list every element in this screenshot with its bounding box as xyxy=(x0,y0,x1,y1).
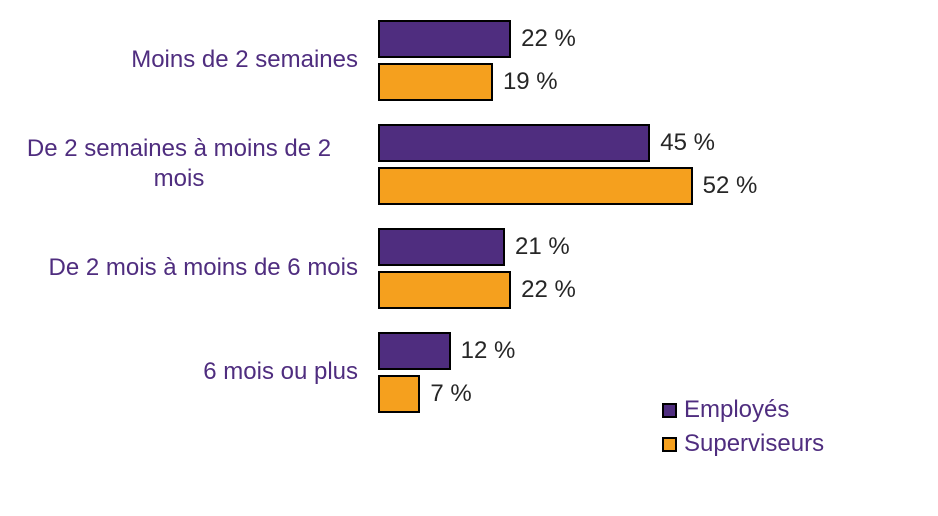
legend-item-superviseurs: Superviseurs xyxy=(662,430,824,458)
bar-employes xyxy=(378,227,506,266)
category-label: Moins de 2 semaines xyxy=(0,45,378,75)
bar-row-superviseurs: 19 % xyxy=(378,62,938,101)
chart-plot-area: Moins de 2 semaines 22 % 19 % De 2 semaines… xyxy=(0,8,938,424)
bar-superviseurs xyxy=(378,374,421,413)
chart-group: Moins de 2 semaines 22 % 19 % xyxy=(0,8,938,112)
category-label: De 2 semaines à moins de 2 mois xyxy=(0,134,378,194)
value-label: 19 % xyxy=(502,67,558,95)
bar-group: 45 % 52 % xyxy=(378,123,938,205)
bar-row-superviseurs: 52 % xyxy=(378,166,938,205)
legend-label: Superviseurs xyxy=(684,430,825,457)
bar-group: 22 % 19 % xyxy=(378,19,938,101)
chart-group: 6 mois ou plus 12 % 7 % xyxy=(0,320,938,424)
bar-row-employes: 12 % xyxy=(378,331,938,370)
bar-employes xyxy=(378,123,651,162)
bar-employes xyxy=(378,331,451,370)
bar-superviseurs xyxy=(378,270,512,309)
legend-swatch-employes xyxy=(662,402,677,418)
bar-row-employes: 21 % xyxy=(378,227,938,266)
bar-row-superviseurs: 7 % xyxy=(378,374,938,413)
chart-group: De 2 semaines à moins de 2 mois 45 % 52 % xyxy=(0,112,938,216)
value-label: 12 % xyxy=(460,336,516,364)
legend-label: Employés xyxy=(684,396,790,423)
category-label: 6 mois ou plus xyxy=(0,357,378,387)
bar-superviseurs xyxy=(378,166,693,205)
bar-row-superviseurs: 22 % xyxy=(378,270,938,309)
category-label-text: 6 mois ou plus xyxy=(203,358,358,385)
legend-item-employes: Employés xyxy=(662,396,824,424)
value-label: 7 % xyxy=(430,379,472,407)
legend: Employés Superviseurs xyxy=(662,396,824,458)
category-label-text: Moins de 2 semaines xyxy=(131,46,358,73)
bar-group: 12 % 7 % xyxy=(378,331,938,413)
value-label: 45 % xyxy=(660,128,715,156)
category-label-text: De 2 mois à moins de 6 mois xyxy=(48,254,358,281)
value-label: 22 % xyxy=(521,24,576,52)
bar-row-employes: 45 % xyxy=(378,123,938,162)
value-label: 21 % xyxy=(515,232,570,260)
value-label: 22 % xyxy=(521,275,576,303)
bar-employes xyxy=(378,19,512,58)
legend-swatch-superviseurs xyxy=(662,436,677,452)
chart-group: De 2 mois à moins de 6 mois 21 % 22 % xyxy=(0,216,938,320)
bar-superviseurs xyxy=(378,62,493,101)
bar-group: 21 % 22 % xyxy=(378,227,938,309)
bar-row-employes: 22 % xyxy=(378,19,938,58)
category-label: De 2 mois à moins de 6 mois xyxy=(0,253,378,283)
category-label-text: De 2 semaines à moins de 2 mois xyxy=(26,135,332,192)
value-label: 52 % xyxy=(702,171,758,199)
